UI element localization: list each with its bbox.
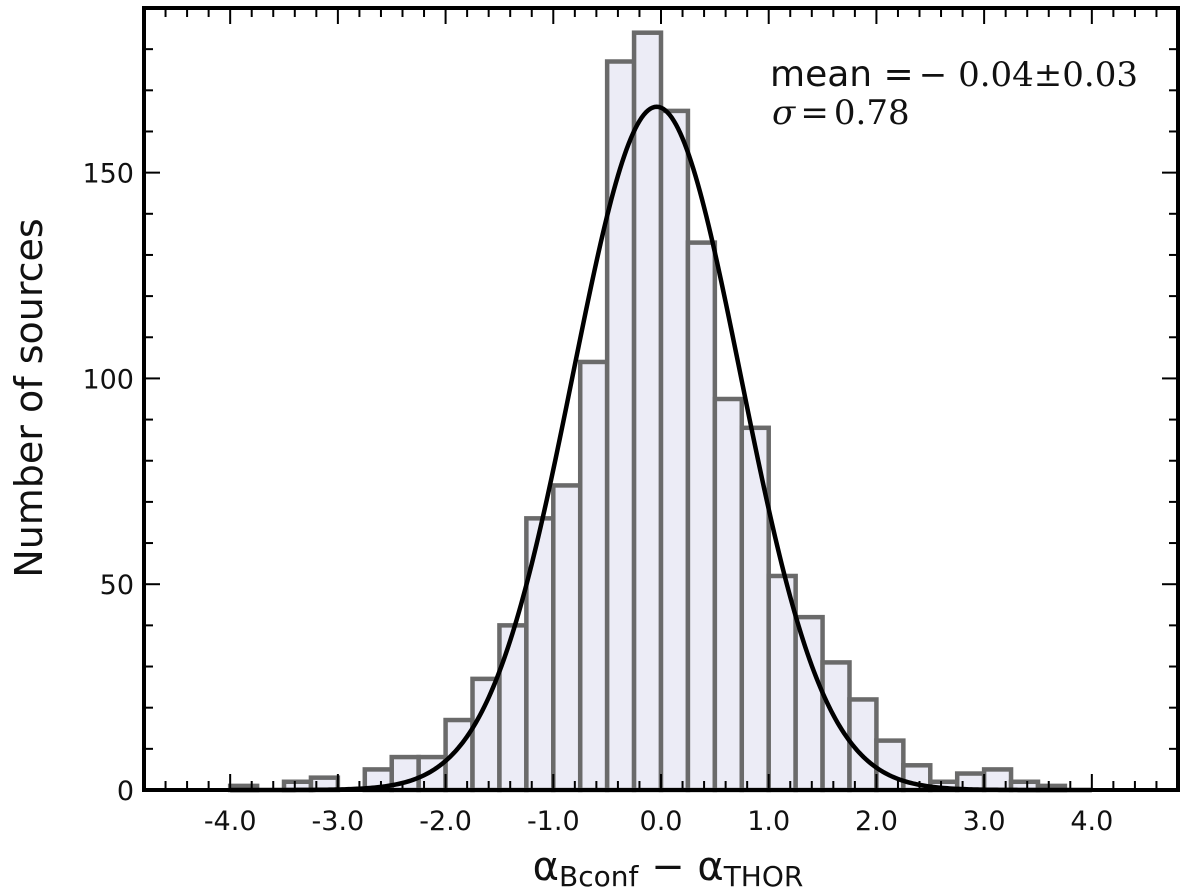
axis-ticks xyxy=(143,7,1179,791)
histogram-bar xyxy=(551,483,583,793)
y-tick-label: 50 xyxy=(100,570,134,601)
x-tick-label: -1.0 xyxy=(527,806,580,837)
x-tick-labels: -4.0 -3.0 -2.0 -1.0 0.0 1.0 2.0 3.0 4.0 xyxy=(204,806,1113,837)
x-tick-label: 3.0 xyxy=(963,806,1006,837)
x-tick-label: 0.0 xyxy=(640,806,683,837)
y-axis-label: Number of sources xyxy=(7,218,51,577)
histogram-bar xyxy=(766,573,798,793)
histogram-bar xyxy=(577,359,610,793)
histogram-bar xyxy=(470,676,502,793)
histogram-bar xyxy=(874,738,906,793)
histogram-bar xyxy=(685,240,718,793)
x-tick-label: -2.0 xyxy=(419,806,472,837)
x-axis-label: αBconf − αTHOR xyxy=(533,844,804,892)
y-tick-labels: 0 50 100 150 xyxy=(82,159,134,807)
x-tick-label: -3.0 xyxy=(312,806,365,837)
x-tick-label: 2.0 xyxy=(855,806,898,837)
histogram-bar xyxy=(981,767,1014,793)
histogram-bar xyxy=(497,623,529,793)
mean-annotation: mean = − 0.04±0.03 xyxy=(770,54,1138,95)
y-tick-label: 0 xyxy=(117,776,134,807)
x-tick-label: 1.0 xyxy=(747,806,790,837)
histogram-bar xyxy=(631,30,664,793)
x-tick-label: -4.0 xyxy=(204,806,257,837)
histogram-bar xyxy=(658,108,691,793)
histogram-bar xyxy=(524,516,556,793)
histogram-bar xyxy=(820,660,852,793)
histogram-bar xyxy=(793,614,825,793)
sigma-annotation: σ = 0.78 xyxy=(772,93,910,133)
histogram-bar xyxy=(712,396,745,793)
y-tick-label: 150 xyxy=(82,159,134,190)
y-tick-label: 100 xyxy=(82,364,134,395)
histogram-bars xyxy=(227,30,1068,793)
x-tick-label: 4.0 xyxy=(1070,806,1113,837)
